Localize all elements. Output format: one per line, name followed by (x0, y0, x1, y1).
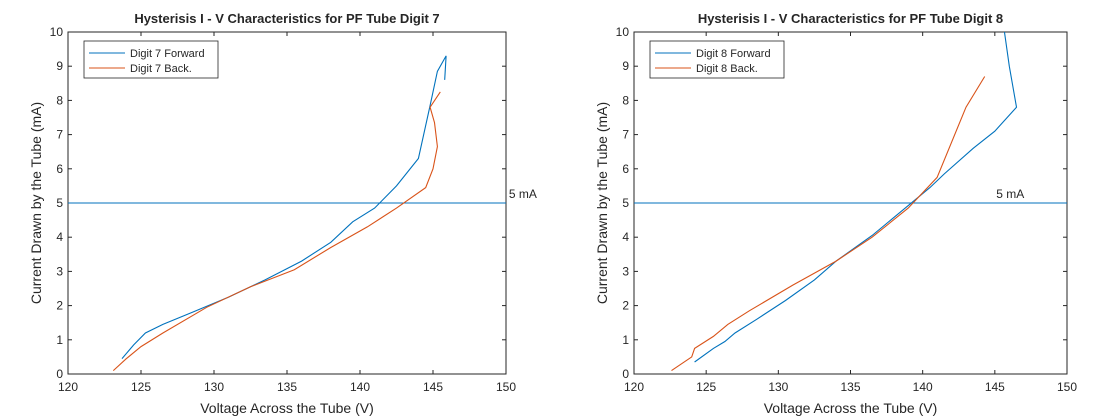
reference-line-label: 5 mA (996, 187, 1024, 201)
series-line-back (112, 91, 441, 372)
x-tick-label: 135 (277, 380, 297, 394)
legend-entry: Digit 8 Back. (696, 63, 758, 75)
x-tick-label: 135 (840, 380, 860, 394)
y-tick-label: 1 (56, 333, 63, 347)
y-tick-label: 6 (56, 162, 63, 176)
x-tick-label: 145 (985, 380, 1005, 394)
x-tick-label: 145 (423, 380, 443, 394)
x-axis-label: Voltage Across the Tube (V) (200, 400, 374, 416)
y-tick-label: 0 (622, 367, 629, 381)
y-tick-label: 4 (622, 230, 629, 244)
legend-entry: Digit 7 Forward (130, 48, 205, 60)
chart-title: Hysterisis I - V Characteristics for PF … (134, 11, 439, 26)
x-axis-label: Voltage Across the Tube (V) (764, 400, 938, 416)
y-tick-label: 7 (56, 128, 63, 142)
y-axis-label: Current Drawn by the Tube (mA) (594, 102, 610, 304)
y-tick-label: 3 (622, 264, 629, 278)
y-tick-label: 0 (56, 367, 63, 381)
y-tick-label: 8 (56, 93, 63, 107)
x-tick-label: 140 (350, 380, 370, 394)
reference-line-label: 5 mA (509, 187, 537, 201)
x-tick-label: 140 (913, 380, 933, 394)
x-tick-label: 130 (768, 380, 788, 394)
y-tick-label: 1 (622, 333, 629, 347)
x-tick-label: 125 (696, 380, 716, 394)
y-tick-label: 2 (56, 299, 63, 313)
y-tick-label: 5 (56, 196, 63, 210)
y-tick-label: 8 (622, 93, 629, 107)
plot-digit-8: 120 125 130 135 140 145 150 0 1 2 3 4 5 6 7 8 9 10 Hysteri… (594, 11, 1077, 416)
legend-box (649, 40, 785, 79)
legend-entry: Digit 7 Back. (130, 63, 192, 75)
x-tick-label: 125 (131, 380, 151, 394)
chart-title: Hysterisis I - V Characteristics for PF … (698, 11, 1003, 26)
y-tick-label: 2 (622, 299, 629, 313)
y-tick-label: 6 (622, 162, 629, 176)
y-tick-label: 10 (616, 25, 630, 39)
x-tick-label: 150 (1057, 380, 1077, 394)
y-tick-label: 9 (56, 59, 63, 73)
y-tick-label: 4 (56, 230, 63, 244)
x-tick-label: 130 (204, 380, 224, 394)
x-tick-label: 120 (624, 380, 644, 394)
series-line-back (671, 76, 986, 372)
y-axis-label: Current Drawn by the Tube (mA) (28, 102, 44, 304)
y-tick-label: 5 (622, 196, 629, 210)
y-tick-label: 7 (622, 128, 629, 142)
x-tick-label: 120 (58, 380, 78, 394)
legend-entry: Digit 8 Forward (696, 48, 771, 60)
plot-digit-7: 120 125 130 135 140 145 150 0 1 2 3 4 5 6 7 8 9 10 Hysteri… (28, 11, 537, 416)
y-tick-label: 3 (56, 264, 63, 278)
y-tick-label: 9 (622, 59, 629, 73)
legend-box (83, 40, 219, 79)
y-tick-label: 10 (50, 25, 64, 39)
series-line-forward (694, 32, 1018, 363)
series-line-forward (121, 55, 447, 359)
x-tick-label: 150 (496, 380, 516, 394)
